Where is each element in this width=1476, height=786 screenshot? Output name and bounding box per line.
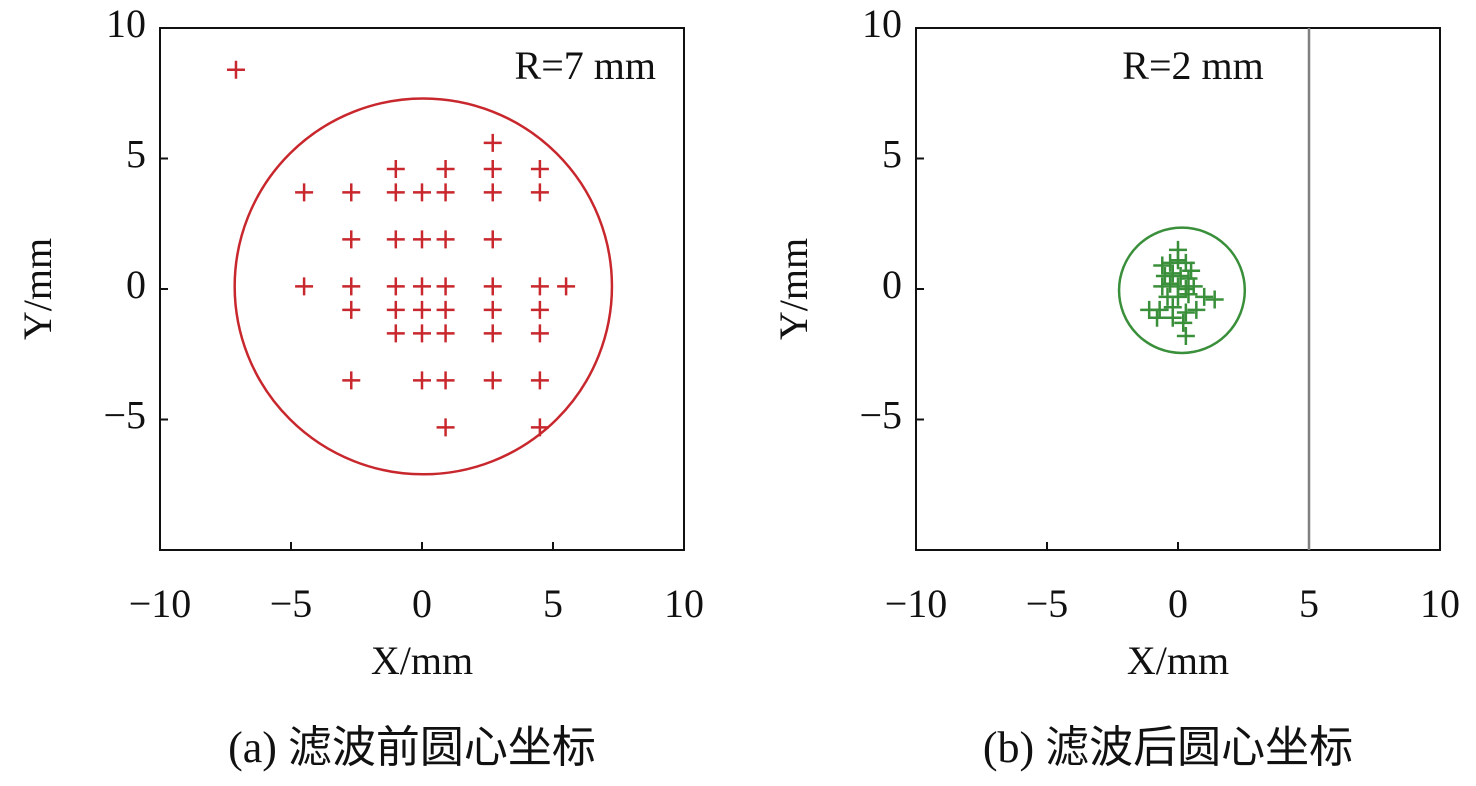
point	[342, 300, 361, 319]
x-tick-label: −10	[129, 581, 192, 626]
point	[483, 159, 502, 178]
x-tick-label: 0	[412, 581, 432, 626]
point	[483, 183, 502, 202]
point	[436, 371, 455, 390]
point	[483, 133, 502, 152]
point	[1205, 290, 1224, 309]
point	[1150, 300, 1169, 319]
point	[1163, 308, 1182, 327]
point	[1182, 261, 1201, 280]
y-axis-label: Y/mm	[771, 238, 816, 340]
panel: −10 −5 0 5 10 −5 0 5 10 X/mm Y/mm (a) 滤波前圆心坐标 R=7 mm	[15, 1, 704, 772]
x-tick-label: −5	[1026, 581, 1069, 626]
point	[557, 277, 576, 296]
point	[413, 230, 431, 249]
annotation: R=2 mm	[1122, 43, 1263, 88]
point	[1171, 266, 1190, 285]
panel: −10 −5 0 5 10 −5 0 5 10 X/mm Y/mm (b) 滤波后圆心坐标 R=2 mm	[771, 1, 1460, 772]
point	[1153, 277, 1172, 296]
x-tick-label: 0	[1168, 581, 1188, 626]
y-tick-label: 5	[882, 132, 902, 177]
point	[530, 159, 549, 178]
point	[1174, 313, 1193, 332]
point	[1161, 253, 1180, 272]
point	[1169, 240, 1187, 259]
point	[1148, 308, 1167, 327]
point	[483, 324, 502, 343]
y-tick-label: 0	[126, 262, 146, 307]
point	[386, 300, 405, 319]
point	[436, 418, 455, 437]
point	[413, 277, 431, 296]
point	[530, 183, 549, 202]
caption: (a) 滤波前圆心坐标	[228, 723, 596, 772]
y-axis-label: Y/mm	[15, 238, 60, 340]
point	[483, 277, 502, 296]
y-tick-label: 10	[862, 1, 902, 46]
point	[483, 300, 502, 319]
point	[386, 230, 405, 249]
point	[530, 371, 549, 390]
point	[413, 300, 431, 319]
point	[436, 230, 455, 249]
point	[530, 277, 549, 296]
x-tick-label: −5	[270, 581, 313, 626]
point	[436, 183, 455, 202]
point	[413, 371, 431, 390]
point	[436, 324, 455, 343]
point	[413, 324, 431, 343]
point	[342, 371, 361, 390]
x-tick-label: 5	[1299, 581, 1319, 626]
x-axis-label: X/mm	[1127, 638, 1229, 683]
x-axis-label: X/mm	[371, 638, 473, 683]
point	[1176, 303, 1195, 322]
y-tick-label: 0	[882, 262, 902, 307]
x-tick-label: 5	[543, 581, 563, 626]
point	[1169, 287, 1187, 306]
x-tick-label: −10	[885, 581, 948, 626]
point	[483, 230, 502, 249]
point	[1195, 287, 1214, 306]
y-tick-label: 10	[106, 1, 146, 46]
point	[386, 277, 405, 296]
point	[295, 277, 314, 296]
point	[436, 277, 455, 296]
point	[386, 324, 405, 343]
x-tick-label: 10	[664, 581, 704, 626]
y-tick-label: −5	[859, 393, 902, 438]
point	[1179, 285, 1198, 304]
fit-circle	[233, 97, 614, 476]
point	[530, 418, 549, 437]
point	[342, 183, 361, 202]
y-tick-label: −5	[103, 393, 146, 438]
point	[386, 159, 405, 178]
point	[1176, 326, 1195, 345]
point	[226, 60, 245, 79]
point	[530, 324, 549, 343]
point	[436, 300, 455, 319]
point	[342, 277, 361, 296]
caption: (b) 滤波后圆心坐标	[983, 723, 1353, 772]
x-tick-label: 10	[1420, 581, 1460, 626]
point	[413, 183, 431, 202]
point	[1153, 256, 1172, 275]
annotation: R=7 mm	[515, 43, 656, 88]
point	[483, 371, 502, 390]
point	[436, 159, 455, 178]
point	[1163, 264, 1182, 283]
y-tick-label: 5	[126, 132, 146, 177]
point	[1161, 274, 1180, 293]
point	[342, 230, 361, 249]
point	[295, 183, 314, 202]
point	[1187, 300, 1206, 319]
point	[530, 300, 549, 319]
point	[386, 183, 405, 202]
fit-circle	[1117, 226, 1247, 355]
